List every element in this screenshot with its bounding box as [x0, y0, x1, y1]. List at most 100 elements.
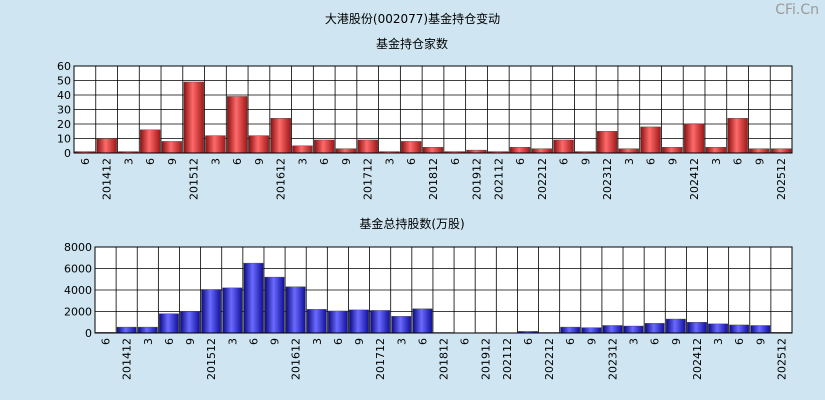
bar	[285, 286, 306, 334]
x-tick-label: 6	[163, 338, 176, 345]
bar	[560, 326, 581, 334]
x-tick-label: 202512	[775, 158, 788, 200]
bar	[687, 322, 707, 334]
x-tick-label: 6	[649, 338, 662, 345]
bar	[370, 310, 391, 334]
bar	[391, 316, 412, 334]
bar	[662, 146, 683, 154]
y-tick-label: 0	[64, 147, 71, 160]
bar	[137, 326, 158, 334]
x-tick-label: 6	[405, 158, 418, 165]
x-tick-label: 201612	[290, 338, 303, 380]
x-tick-label: 6	[332, 338, 345, 345]
y-tick-label: 0	[85, 327, 92, 340]
x-tick-label: 9	[353, 338, 366, 345]
bar	[161, 141, 183, 154]
x-tick-label: 9	[166, 158, 179, 165]
x-tick-label: 201412	[121, 338, 134, 380]
x-tick-label: 9	[585, 338, 598, 345]
x-tick-label: 9	[269, 338, 282, 345]
x-tick-label: 202412	[691, 338, 704, 380]
x-tick-label: 6	[416, 338, 429, 345]
x-tick-label: 201712	[362, 158, 375, 200]
x-tick-label: 6	[247, 338, 260, 345]
x-tick-label: 9	[670, 338, 683, 345]
x-tick-label: 6	[100, 338, 113, 345]
x-tick-label: 6	[79, 158, 92, 165]
x-tick-label: 202212	[543, 338, 556, 380]
bar	[770, 148, 792, 154]
x-tick-label: 9	[666, 158, 679, 165]
x-tick-label: 6	[733, 338, 746, 345]
y-tick-label: 10	[57, 133, 71, 146]
watermark: CFi.Cn	[775, 2, 819, 18]
bar	[401, 141, 422, 154]
bar	[306, 309, 327, 334]
bar	[422, 146, 444, 154]
x-tick-label: 201812	[427, 158, 440, 200]
x-tick-label: 6	[732, 158, 745, 165]
x-tick-label: 6	[318, 158, 331, 165]
x-tick-label: 201912	[471, 158, 484, 200]
bar	[618, 148, 640, 154]
bar	[602, 325, 623, 334]
y-tick-label: 2000	[64, 306, 92, 319]
bar	[159, 313, 179, 334]
x-tick-label: 202412	[688, 158, 701, 200]
bar	[248, 135, 270, 154]
x-tick-label: 3	[623, 158, 636, 165]
y-tick-label: 50	[57, 75, 71, 88]
y-tick-label: 4000	[64, 284, 92, 297]
y-tick-label: 40	[57, 89, 71, 102]
bar	[640, 126, 661, 154]
x-tick-label: 3	[209, 158, 222, 165]
plot-border	[94, 246, 793, 334]
x-tick-label: 9	[253, 158, 266, 165]
x-tick-label: 3	[122, 158, 135, 165]
bar	[201, 289, 222, 334]
bar	[205, 135, 226, 154]
x-tick-label: 9	[184, 338, 197, 345]
x-tick-label: 201412	[101, 158, 114, 200]
bar	[729, 324, 750, 334]
page-title: 大港股份(002077)基金持仓变动	[324, 12, 501, 26]
bar	[412, 308, 433, 334]
bar	[349, 309, 369, 334]
x-tick-label: 202112	[501, 338, 514, 380]
bar	[270, 117, 291, 154]
bar	[180, 311, 200, 334]
x-tick-label: 6	[564, 338, 577, 345]
x-tick-label: 202112	[492, 158, 505, 200]
bar	[665, 318, 686, 334]
x-tick-label: 6	[231, 158, 244, 165]
x-tick-label: 201912	[480, 338, 493, 380]
x-tick-label: 202312	[601, 158, 614, 200]
bar	[327, 310, 348, 334]
x-tick-label: 6	[144, 158, 157, 165]
chart-title: 基金持仓家数	[376, 36, 448, 51]
x-tick-label: 6	[558, 158, 571, 165]
bar	[683, 123, 705, 154]
x-tick-label: 201812	[438, 338, 451, 380]
x-tick-label: 3	[296, 158, 309, 165]
x-tick-label: 201712	[374, 338, 387, 380]
x-tick-label: 3	[628, 338, 641, 345]
bar	[226, 96, 248, 154]
bar	[222, 287, 243, 334]
y-tick-label: 6000	[64, 263, 92, 276]
bar	[708, 323, 728, 334]
x-tick-label: 6	[459, 338, 472, 345]
x-tick-label: 3	[311, 338, 324, 345]
chart-title: 基金总持股数(万股)	[359, 216, 464, 231]
y-tick-label: 30	[57, 104, 71, 117]
x-tick-label: 3	[226, 338, 239, 345]
x-tick-label: 9	[754, 338, 767, 345]
bar	[531, 148, 552, 154]
bar	[623, 325, 644, 334]
bar	[553, 139, 574, 154]
y-tick-label: 8000	[64, 241, 92, 254]
x-tick-label: 3	[383, 158, 396, 165]
x-tick-label: 9	[340, 158, 353, 165]
x-tick-label: 201512	[205, 338, 218, 380]
